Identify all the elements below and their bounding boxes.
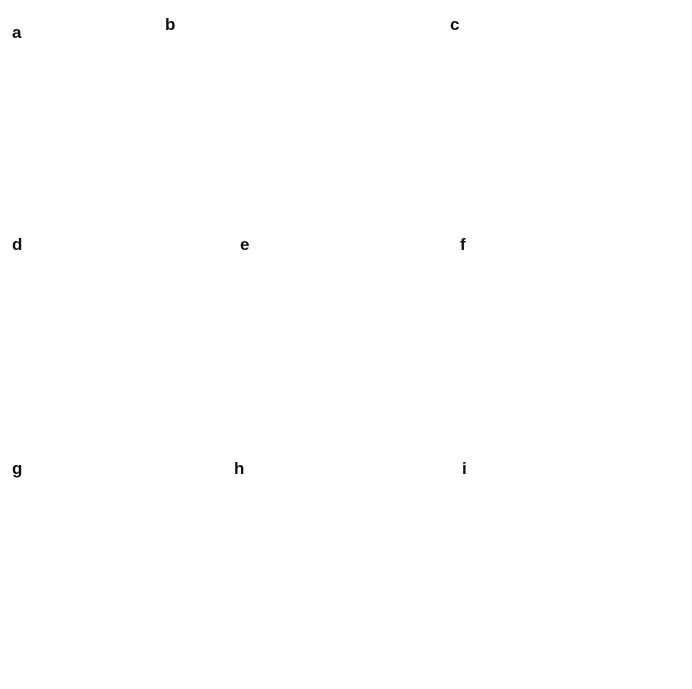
- panel-f-eleqe-chart: f: [458, 232, 692, 456]
- panel-label: a: [12, 23, 22, 42]
- spo-stability-chart: [460, 458, 690, 688]
- qfls-stacked-bar-chart: [163, 6, 445, 230]
- panel-d-ff-loss-chart: d: [10, 232, 235, 456]
- panel-label: f: [460, 235, 466, 254]
- eqe-spectrum-chart: [232, 458, 462, 688]
- panel-label: c: [450, 15, 460, 34]
- jv-curve-chart: [10, 458, 228, 688]
- panel-label: g: [12, 459, 23, 478]
- panel-label: i: [462, 459, 467, 478]
- panel-label: b: [165, 15, 176, 34]
- panel-h-eqe-spectrum-chart: h: [232, 458, 462, 688]
- panel-b-qfls-loss-chart: b: [163, 6, 445, 230]
- panel-i-spo-stability-chart: i: [460, 458, 690, 688]
- panel-e-trpl-decay-chart: e: [238, 232, 456, 456]
- panel-g-jv-curve-chart: g: [10, 458, 228, 688]
- voc-improvement-grouped-bar-chart: [448, 6, 692, 230]
- panel-a-device-schematic: a: [10, 8, 160, 230]
- panel-c-voc-improvement-chart: c: [448, 6, 692, 230]
- panel-label: e: [240, 235, 250, 254]
- eleqe-line-chart: [458, 232, 692, 456]
- device-stack-diagram: [10, 8, 160, 230]
- panel-label: d: [12, 235, 23, 254]
- trpl-scatter-chart: [238, 232, 456, 456]
- ff-stacked-bar-chart: [10, 232, 235, 456]
- panel-label: h: [234, 459, 245, 478]
